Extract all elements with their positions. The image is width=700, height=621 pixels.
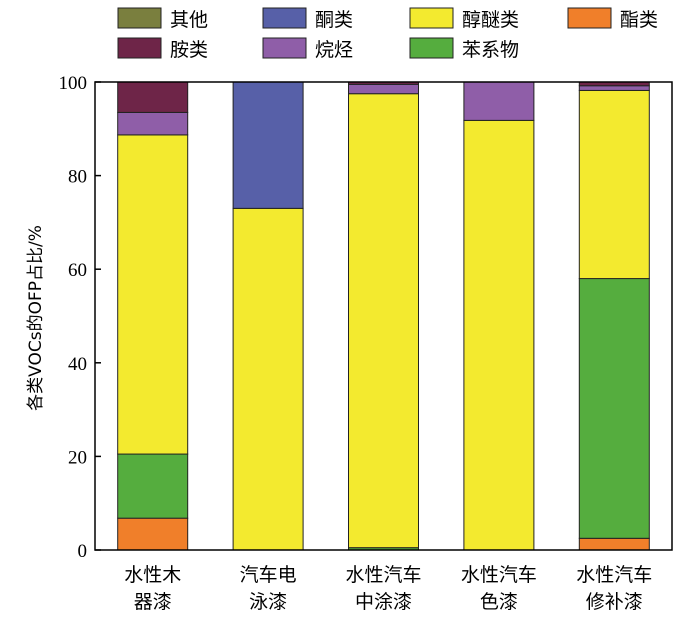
y-tick-label-2: 40: [68, 354, 87, 375]
legend-swatch-0: [117, 7, 162, 29]
x-tick-label-1: 汽车电泳漆: [240, 564, 297, 613]
legend-label-4: 胺类: [170, 39, 208, 61]
legend-swatch-3: [567, 7, 612, 29]
legend-swatch-4: [117, 37, 162, 59]
legend-swatch-5: [262, 37, 307, 59]
legend-label-6: 苯系物: [462, 39, 519, 61]
bar-segment-0-3: [117, 111, 189, 136]
bar-segment-1-4: [232, 81, 304, 209]
bar-segment-4-0: [578, 537, 650, 551]
y-tick-label-4: 80: [68, 167, 87, 188]
y-axis-label: 各类VOCs的OFP占比/%: [26, 225, 46, 411]
bar-segment-0-5: [117, 81, 189, 113]
legend-label-0: 其他: [170, 9, 208, 31]
legend-swatch-6: [409, 37, 454, 59]
bar-segment-1-2: [232, 207, 304, 551]
bar-segment-4-3: [578, 85, 650, 91]
y-tick-label-3: 60: [68, 260, 87, 281]
x-tick-label-4: 水性汽车修补漆: [576, 564, 652, 613]
y-tick-label-1: 20: [68, 447, 87, 468]
legend-label-3: 酯类: [620, 9, 658, 31]
legend-swatch-2: [409, 7, 454, 29]
axes: 0 20 40 60 80 100: [59, 73, 673, 562]
bar-segment-2-3: [348, 83, 419, 95]
bars: [117, 81, 650, 551]
bar-segment-4-2: [578, 89, 650, 280]
x-tick-label-0: 水性木器漆: [124, 564, 181, 613]
x-tick-label-2: 水性汽车中涂漆: [345, 564, 421, 613]
legend-label-2: 醇醚类: [462, 9, 519, 31]
y-tick-label-5: 100: [59, 73, 88, 94]
legend-label-5: 烷烃: [315, 39, 353, 61]
bar-segment-4-1: [578, 278, 650, 539]
bar-segment-0-0: [117, 517, 189, 551]
bar-segment-0-2: [117, 134, 189, 455]
bar-segment-0-1: [117, 453, 189, 519]
bar-segment-3-2: [463, 119, 535, 551]
bar-segment-3-3: [463, 81, 535, 121]
legend-label-1: 酮类: [315, 9, 353, 31]
bar-segment-2-2: [348, 93, 419, 549]
x-tick-label-3: 水性汽车色漆: [461, 564, 537, 613]
plot-frame: [94, 81, 673, 551]
legend-swatch-1: [262, 7, 307, 29]
y-tick-label-0: 0: [78, 541, 88, 562]
